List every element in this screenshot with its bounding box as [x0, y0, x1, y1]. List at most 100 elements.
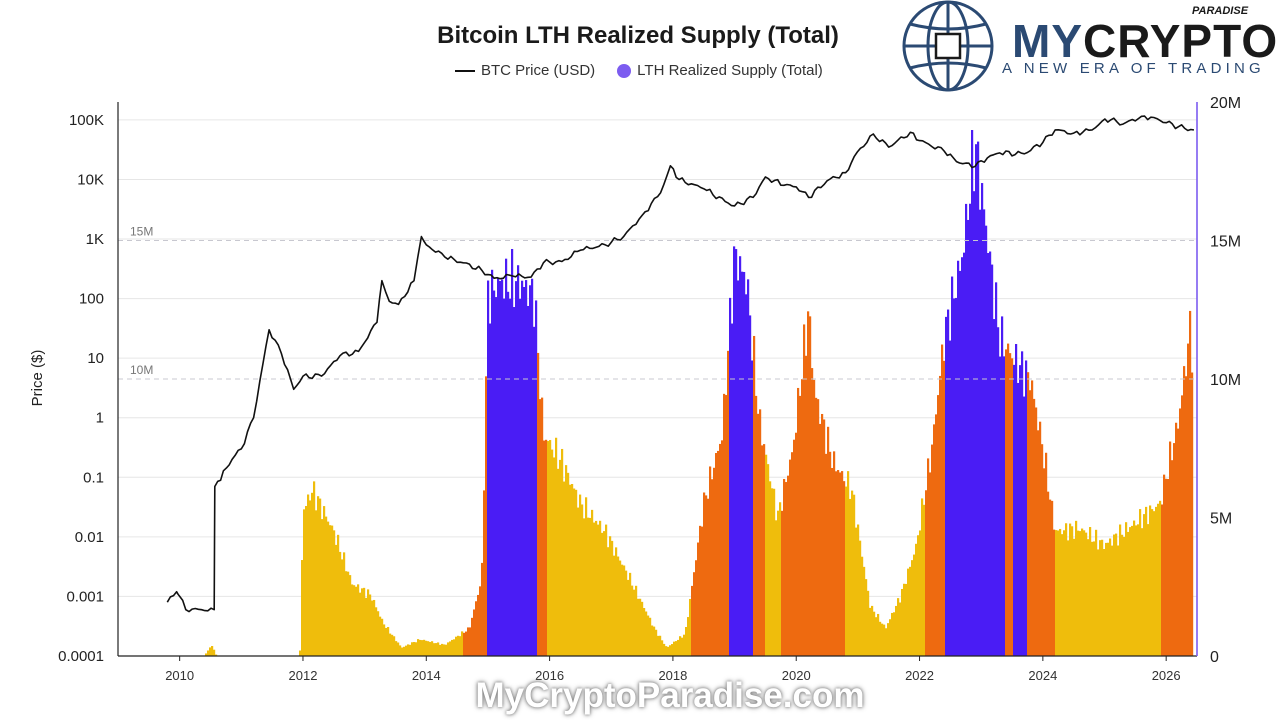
x-tick-label: 2018 [658, 668, 687, 683]
supply-column [645, 611, 648, 656]
supply-column [647, 615, 650, 656]
supply-column [467, 627, 470, 656]
supply-column [545, 439, 548, 656]
supply-column [865, 579, 868, 656]
supply-column [317, 496, 320, 656]
supply-column [507, 291, 510, 656]
supply-column [1005, 349, 1008, 656]
supply-column [549, 440, 552, 656]
supply-column [495, 297, 498, 656]
supply-column [1137, 524, 1140, 656]
supply-column [465, 631, 468, 656]
supply-column [937, 395, 940, 656]
supply-column [727, 350, 730, 656]
x-tick-label: 2022 [905, 668, 934, 683]
supply-column [771, 488, 774, 656]
supply-column [1105, 542, 1108, 656]
reference-line-label: 10M [130, 363, 153, 377]
supply-column [857, 524, 860, 656]
y-right-tick-label: 5M [1210, 511, 1232, 528]
supply-column [379, 616, 382, 656]
supply-column [365, 597, 368, 656]
supply-column [1139, 509, 1142, 656]
supply-column [889, 619, 892, 656]
y-left-tick-label: 100 [79, 291, 104, 308]
supply-column [749, 315, 752, 656]
supply-column [643, 608, 646, 656]
supply-column [975, 144, 978, 656]
supply-column [1021, 351, 1024, 656]
supply-column [755, 395, 758, 656]
supply-column [491, 269, 494, 656]
supply-column [363, 587, 366, 656]
supply-column [397, 642, 400, 656]
supply-column [987, 253, 990, 656]
supply-column [895, 605, 898, 656]
supply-column [861, 556, 864, 656]
supply-column [697, 542, 700, 656]
supply-column [619, 560, 622, 656]
supply-column [531, 278, 534, 656]
supply-column [767, 464, 770, 656]
supply-column [1061, 534, 1064, 656]
supply-column [1159, 500, 1162, 656]
supply-column [409, 644, 412, 656]
y-right-tick-label: 0 [1210, 649, 1219, 666]
supply-column [415, 642, 418, 656]
supply-column [1095, 529, 1098, 656]
supply-column [557, 468, 560, 656]
supply-column [1011, 358, 1014, 656]
x-tick-label: 2020 [782, 668, 811, 683]
supply-column [853, 494, 856, 656]
supply-column [419, 639, 422, 656]
supply-column [575, 489, 578, 656]
supply-column [331, 525, 334, 656]
supply-column [663, 643, 666, 656]
supply-column [1109, 538, 1112, 656]
supply-column [1093, 541, 1096, 656]
supply-column [335, 544, 338, 656]
supply-column [715, 453, 718, 656]
y-right-tick-label: 20M [1210, 95, 1241, 112]
supply-column [1023, 396, 1026, 656]
supply-column [327, 521, 330, 656]
supply-column [517, 265, 520, 656]
supply-column [935, 414, 938, 656]
supply-column [787, 475, 790, 656]
supply-column [879, 621, 882, 656]
supply-column [367, 589, 370, 656]
supply-column [957, 260, 960, 656]
supply-column [609, 536, 612, 656]
supply-column [1043, 468, 1046, 656]
supply-column [867, 590, 870, 656]
supply-column [849, 498, 852, 656]
supply-column [977, 141, 980, 656]
supply-column [629, 572, 632, 656]
supply-column [1025, 360, 1028, 656]
supply-column [911, 560, 914, 656]
supply-column [1121, 534, 1124, 656]
supply-column [381, 618, 384, 656]
supply-column [441, 643, 444, 656]
supply-column [601, 532, 604, 656]
supply-column [305, 506, 308, 656]
supply-column [215, 654, 218, 656]
supply-column [1149, 505, 1152, 656]
supply-column [983, 209, 986, 657]
supply-column [509, 298, 512, 656]
supply-column [387, 627, 390, 656]
x-tick-label: 2012 [289, 668, 318, 683]
supply-column [759, 409, 762, 656]
supply-column [1085, 532, 1088, 656]
supply-column [369, 594, 372, 656]
supply-column [449, 641, 452, 656]
y-left-tick-label: 0.001 [66, 588, 104, 605]
supply-column [1155, 506, 1158, 656]
supply-column [1007, 343, 1010, 656]
supply-column [375, 607, 378, 656]
supply-column [589, 517, 592, 656]
legend-lth-swatch [617, 63, 632, 78]
supply-column [951, 276, 954, 656]
supply-column [929, 472, 932, 656]
supply-column [1151, 509, 1154, 656]
